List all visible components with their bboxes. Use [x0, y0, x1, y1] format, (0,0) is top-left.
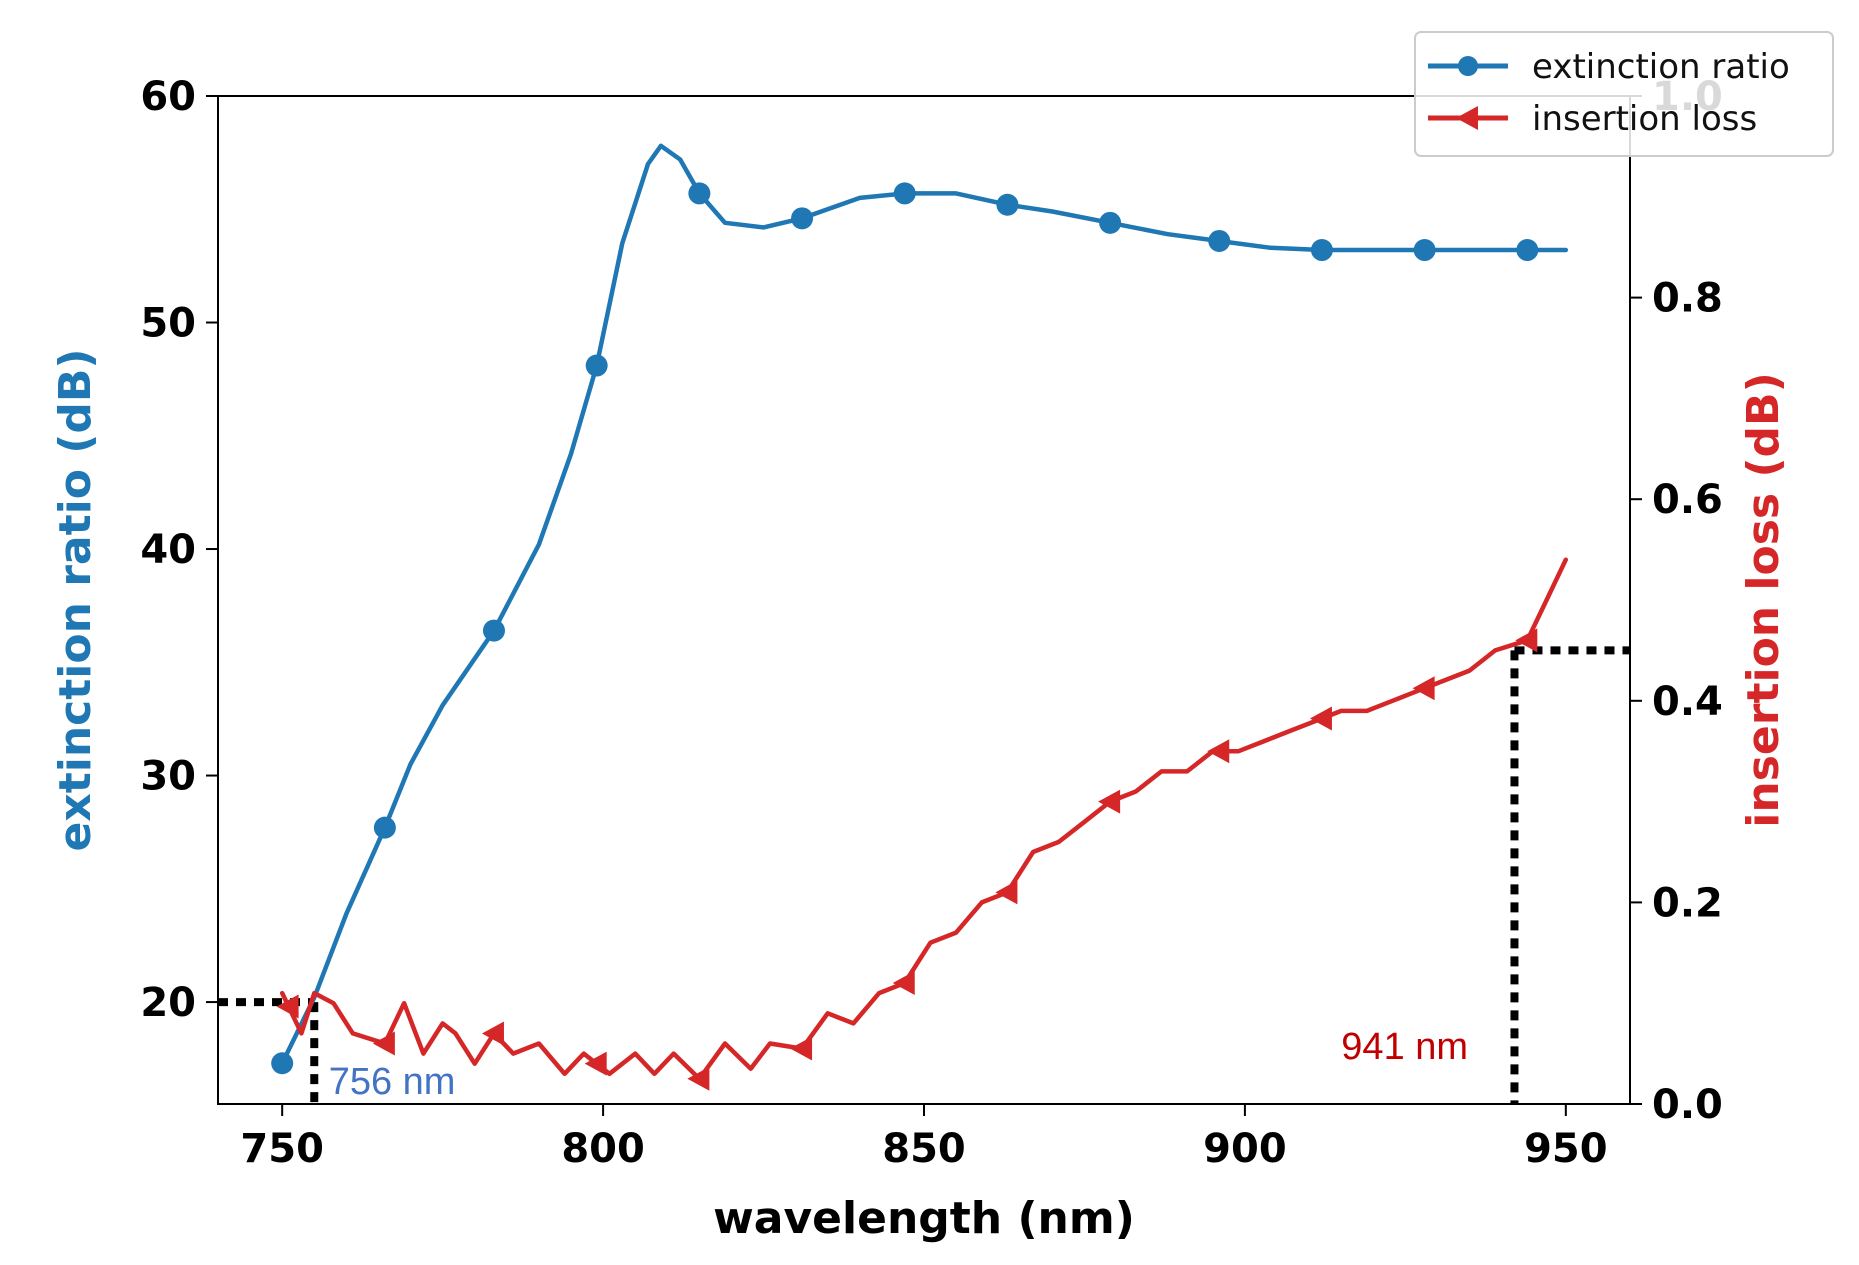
- x-tick-label: 750: [240, 1126, 324, 1172]
- extinction-ratio-marker: [1413, 239, 1436, 262]
- insertion-loss-marker: [790, 1036, 813, 1061]
- x-tick-label: 950: [1524, 1126, 1608, 1172]
- y-left-tick-label: 40: [140, 527, 196, 573]
- insertion-loss-marker: [372, 1031, 395, 1056]
- x-tick-label: 900: [1203, 1126, 1287, 1172]
- insertion-loss-marker: [584, 1051, 607, 1076]
- legend-label-insertion: insertion loss: [1532, 99, 1757, 139]
- insertion-loss-line: [279, 557, 1569, 1082]
- extinction-ratio-marker: [791, 207, 814, 230]
- legend: extinction ratio insertion loss: [1414, 31, 1834, 157]
- y-right-tick-label: 0.8: [1652, 276, 1723, 322]
- extinction-ratio-marker: [893, 182, 916, 205]
- y-left-tick-label: 60: [140, 74, 196, 120]
- annotations: 756 nm 941 nm: [329, 1026, 1468, 1103]
- insertion-loss-marker: [687, 1066, 710, 1091]
- insertion-loss-marker: [276, 994, 299, 1019]
- extinction-ratio-marker: [482, 619, 505, 642]
- y-right-tick-label: 0.4: [1652, 679, 1723, 725]
- x-tick-label: 850: [882, 1126, 966, 1172]
- x-axis: 750 800 850 900 950: [240, 1104, 1608, 1172]
- x-axis-title: wavelength (nm): [713, 1193, 1135, 1244]
- y-right-tick-label: 0.6: [1652, 477, 1723, 523]
- extinction-ratio-marker: [585, 354, 608, 377]
- y-left-tick-label: 50: [140, 301, 196, 347]
- annotation-label: 941 nm: [1341, 1026, 1468, 1068]
- extinction-ratio-marker: [1208, 229, 1231, 252]
- insertion-loss-marker: [1412, 676, 1435, 701]
- extinction-ratio-marker: [996, 193, 1019, 216]
- y-axis-left: 20 30 40 50 60: [140, 74, 218, 1026]
- y-right-tick-label: 0.0: [1652, 1082, 1723, 1128]
- x-tick-label: 800: [561, 1126, 645, 1172]
- extinction-ratio-marker: [1099, 211, 1122, 234]
- y-axis-right-title: insertion loss (dB): [1738, 372, 1789, 827]
- insertion-loss-marker: [995, 880, 1018, 905]
- y-axis-left-title: extinction ratio (dB): [50, 348, 101, 851]
- legend-marker-insertion: [1456, 106, 1478, 130]
- insertion-loss-marker: [1309, 706, 1332, 731]
- extinction-ratio-marker: [271, 1052, 294, 1075]
- annotation-label: 756 nm: [329, 1061, 456, 1103]
- legend-marker-extinction: [1458, 56, 1478, 76]
- y-axis-right: 0.00.20.40.60.81.0: [1630, 74, 1723, 1128]
- extinction-ratio-marker: [373, 816, 396, 839]
- y-left-tick-label: 30: [140, 754, 196, 800]
- series-layer: [271, 143, 1569, 1091]
- extinction-ratio-marker: [1516, 239, 1539, 262]
- y-right-tick-label: 0.2: [1652, 880, 1723, 926]
- extinction-ratio-marker: [1310, 239, 1333, 262]
- legend-box: [1414, 31, 1834, 157]
- insertion-loss-marker: [1207, 739, 1230, 764]
- legend-label-extinction: extinction ratio: [1532, 47, 1790, 87]
- insertion-loss-marker: [892, 971, 915, 996]
- insertion-loss-marker: [1515, 628, 1538, 653]
- extinction-ratio-marker: [688, 182, 711, 205]
- y-left-tick-label: 20: [140, 980, 196, 1026]
- insertion-loss-marker: [481, 1021, 504, 1046]
- extinction-ratio-line: [279, 143, 1569, 1066]
- insertion-loss-marker: [1098, 789, 1121, 814]
